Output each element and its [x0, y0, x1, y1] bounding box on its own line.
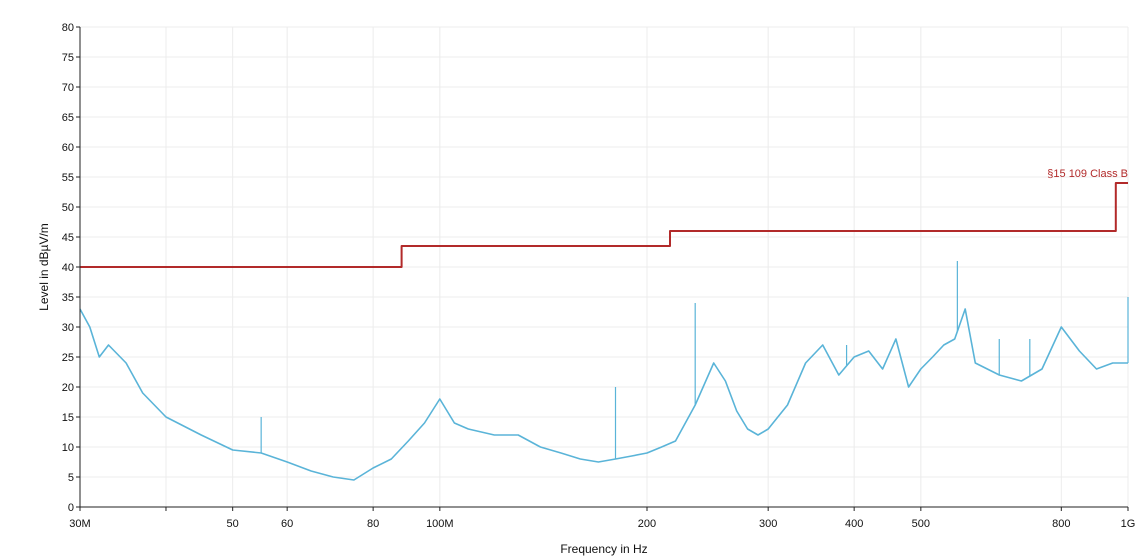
- measurement-trace: [79, 308, 1128, 481]
- series-group: [79, 182, 1129, 481]
- y-tick-label: 40: [62, 262, 74, 274]
- x-axis-title: Frequency in Hz: [560, 542, 647, 556]
- x-tick-label: 30M: [69, 518, 90, 530]
- y-tick-label: 70: [62, 82, 74, 94]
- y-axis-title: Level in dBµV/m: [37, 223, 51, 311]
- y-tick-label: 0: [68, 502, 74, 514]
- y-tick-label: 25: [62, 352, 74, 364]
- y-tick-label: 35: [62, 292, 74, 304]
- y-tick-label: 5: [68, 472, 74, 484]
- x-tick-label: 500: [912, 518, 930, 530]
- y-tick-label: 45: [62, 232, 74, 244]
- x-tick-label: 60: [281, 518, 293, 530]
- limit-line: [80, 182, 1128, 268]
- y-tick-label: 20: [62, 382, 74, 394]
- x-tick-label: 400: [845, 518, 863, 530]
- y-axis-ticks: 0 5 10 15 20 25 30 35 40 45 50 55 60 65 70 75 80: [62, 22, 80, 514]
- x-tick-label: 50: [227, 518, 239, 530]
- y-tick-label: 30: [62, 322, 74, 334]
- x-tick-label: 80: [367, 518, 379, 530]
- y-tick-label: 50: [62, 202, 74, 214]
- y-tick-label: 80: [62, 22, 74, 34]
- x-tick-label: 1G: [1121, 518, 1136, 530]
- y-tick-label: 55: [62, 172, 74, 184]
- x-tick-label: 200: [638, 518, 656, 530]
- x-tick-label: 100M: [426, 518, 454, 530]
- y-tick-label: 10: [62, 442, 74, 454]
- y-tick-label: 60: [62, 142, 74, 154]
- y-tick-label: 65: [62, 112, 74, 124]
- y-tick-label: 75: [62, 52, 74, 64]
- x-tick-label: 300: [759, 518, 777, 530]
- x-axis-ticks: 30M 50 60 80 100M 200 300 400 500 800 1G: [69, 507, 1135, 530]
- y-tick-label: 15: [62, 412, 74, 424]
- x-tick-label: 800: [1052, 518, 1070, 530]
- limit-line-label: §15 109 Class B: [1047, 168, 1128, 180]
